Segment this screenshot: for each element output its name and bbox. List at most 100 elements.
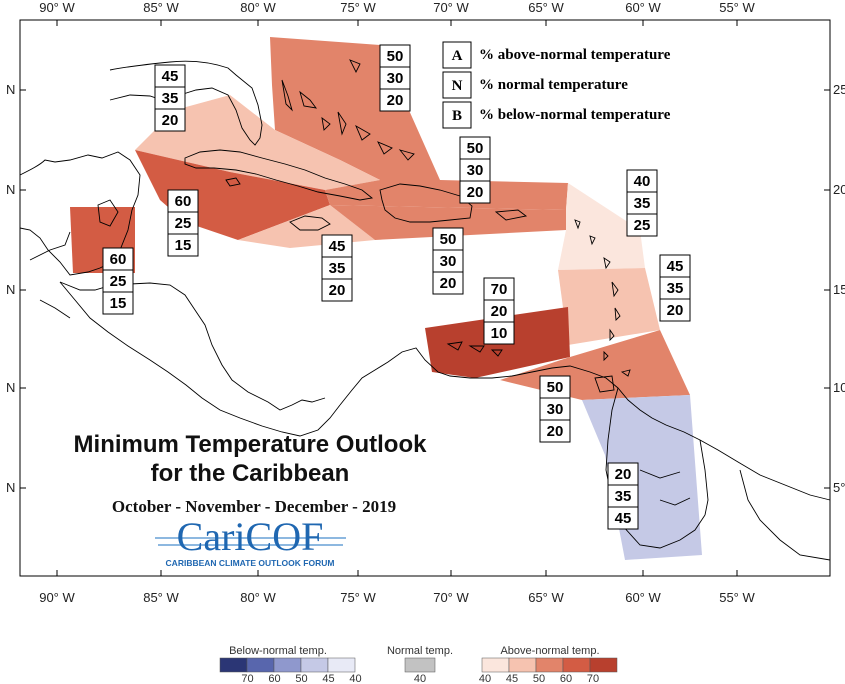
key-letter: B <box>452 108 462 124</box>
scale-above-swatch <box>589 657 618 673</box>
prob-above-value: 45 <box>162 68 179 85</box>
prob-normal-value: 25 <box>175 215 192 232</box>
key-box <box>442 101 472 129</box>
scale-below-tick: 50 <box>295 673 307 684</box>
prob-box-guianas: 20 35 45 <box>607 462 639 530</box>
prob-above-value: 50 <box>467 140 484 157</box>
prob-above-value: 45 <box>667 258 684 275</box>
lat-label-right: 5° <box>833 480 845 495</box>
prob-normal-value: 35 <box>162 90 179 107</box>
prob-box-windward: 45 35 20 <box>659 254 691 322</box>
lon-label-bottom: 90° W <box>39 590 75 605</box>
lon-label-bottom: 85° W <box>143 590 179 605</box>
prob-normal-value: 30 <box>467 162 484 179</box>
key-box <box>442 71 472 99</box>
prob-cell <box>539 419 571 443</box>
scale-below-swatch <box>300 657 329 673</box>
lon-label-top: 55° W <box>719 0 755 15</box>
prob-above-value: 20 <box>615 466 632 483</box>
scale-above-tick: 40 <box>479 673 491 684</box>
region-bahamas[interactable] <box>270 37 440 180</box>
prob-below-value: 20 <box>162 112 179 129</box>
lon-label-bottom: 55° W <box>719 590 755 605</box>
prob-below-value: 20 <box>667 302 684 319</box>
region-cuba-north[interactable] <box>135 95 380 190</box>
prob-box-trinidad: 50 30 20 <box>539 375 571 443</box>
scale-above-tick: 60 <box>560 673 572 684</box>
lat-label-right: 15 <box>833 282 845 297</box>
prob-above-value: 60 <box>110 251 127 268</box>
lon-label-bottom: 70° W <box>433 590 469 605</box>
prob-cell <box>607 506 639 530</box>
prob-below-value: 45 <box>615 510 632 527</box>
prob-normal-value: 35 <box>634 195 651 212</box>
logo-tagline: CARIBBEAN CLIMATE OUTLOOK FORUM <box>166 558 335 568</box>
prob-box-belize: 60 25 15 <box>102 247 134 315</box>
scale-below-swatch <box>219 657 248 673</box>
prob-normal-value: 30 <box>440 253 457 270</box>
prob-normal-value: 25 <box>110 273 127 290</box>
longitude-labels-bottom: 90° W 85° W 80° W 75° W 70° W 65° W 60° W 55° W <box>39 570 755 605</box>
key-description: % above-normal temperature <box>479 47 671 63</box>
longitude-labels-top: 90° W 85° W 80° W 75° W 70° W 65° W 60° W 55° W <box>39 0 755 26</box>
scale-below-tick: 45 <box>322 673 334 684</box>
prob-cell <box>626 213 658 237</box>
scale-above-swatch <box>508 657 537 673</box>
prob-box-leeward: 40 35 25 <box>626 169 658 237</box>
prob-box-cuba-north: 45 35 20 <box>154 64 186 132</box>
prob-cell <box>459 180 491 204</box>
region-leeward[interactable] <box>558 183 645 270</box>
key-description: % normal temperature <box>479 77 628 93</box>
prob-normal-value: 35 <box>329 260 346 277</box>
prob-below-value: 20 <box>329 282 346 299</box>
scale-normal-tick: 40 <box>414 673 426 684</box>
prob-below-value: 20 <box>467 184 484 201</box>
lon-label-top: 85° W <box>143 0 179 15</box>
map-key-legend: A % above-normal temperature N % normal tem… <box>442 41 671 129</box>
prob-box-hispaniola-north: 50 30 20 <box>459 136 491 204</box>
prob-normal-value: 20 <box>491 303 508 320</box>
scale-normal-swatch <box>404 657 436 673</box>
key-description: % below-normal temperature <box>479 107 671 123</box>
scale-above-tick: 50 <box>533 673 545 684</box>
region-guianas[interactable] <box>582 395 702 560</box>
latitude-labels-left: N N N N N <box>6 82 26 495</box>
prob-below-value: 10 <box>491 325 508 342</box>
lon-label-top: 90° W <box>39 0 75 15</box>
lat-label-left: N <box>6 82 15 97</box>
prob-cell <box>483 321 515 345</box>
prob-below-value: 25 <box>634 217 651 234</box>
prob-normal-value: 30 <box>547 401 564 418</box>
prob-cell <box>432 271 464 295</box>
lat-label-left: N <box>6 380 15 395</box>
title-block: Minimum Temperature Outlook for the Cari… <box>74 431 428 516</box>
prob-above-value: 50 <box>387 48 404 65</box>
prob-above-value: 50 <box>440 231 457 248</box>
region-windward[interactable] <box>558 268 660 345</box>
lon-label-top: 65° W <box>528 0 564 15</box>
key-letter: N <box>452 78 463 94</box>
lon-label-top: 80° W <box>240 0 276 15</box>
scale-below-swatch <box>273 657 302 673</box>
probability-boxes: 50 30 20 45 35 20 60 25 15 60 25 15 45 35 20 50 30 20 50 30… <box>102 44 691 530</box>
scale-below-heading: Below-normal temp. <box>229 645 327 657</box>
scale-above-swatch <box>562 657 591 673</box>
scale-normal-heading: Normal temp. <box>387 645 453 657</box>
prob-below-value: 15 <box>110 295 127 312</box>
prob-above-value: 60 <box>175 193 192 210</box>
scale-below-tick: 40 <box>349 673 361 684</box>
lon-label-bottom: 75° W <box>340 590 376 605</box>
key-box <box>442 41 472 69</box>
prob-below-value: 20 <box>547 423 564 440</box>
title-period: October - November - December - 2019 <box>112 497 396 516</box>
latitude-labels-right: 25 20 15 10 5° <box>824 82 845 495</box>
key-letter: A <box>452 48 463 64</box>
lat-label-right: 20 <box>833 182 845 197</box>
scale-below-swatch <box>246 657 275 673</box>
region-hispaniola-north[interactable] <box>325 180 568 210</box>
lon-label-top: 60° W <box>625 0 661 15</box>
prob-cell <box>154 108 186 132</box>
scale-above-heading: Above-normal temp. <box>500 645 599 657</box>
color-scale-legend: Below-normal temp. Normal temp. Above-no… <box>219 645 618 684</box>
